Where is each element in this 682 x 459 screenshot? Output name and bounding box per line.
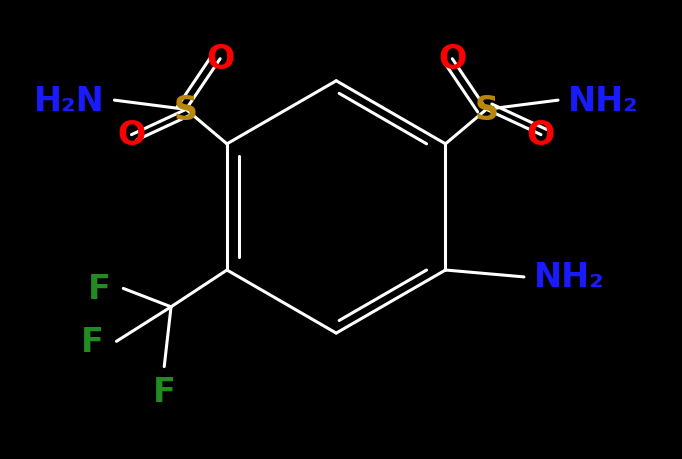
Text: S: S	[174, 94, 198, 127]
Text: H₂N: H₂N	[33, 84, 104, 118]
Text: O: O	[527, 119, 555, 152]
Text: NH₂: NH₂	[534, 261, 605, 294]
Text: F: F	[88, 272, 111, 305]
Text: NH₂: NH₂	[568, 84, 639, 118]
Text: O: O	[206, 43, 234, 76]
Text: F: F	[153, 375, 176, 408]
Text: S: S	[475, 94, 499, 127]
Text: O: O	[117, 119, 145, 152]
Text: F: F	[81, 325, 104, 358]
Text: O: O	[439, 43, 466, 76]
